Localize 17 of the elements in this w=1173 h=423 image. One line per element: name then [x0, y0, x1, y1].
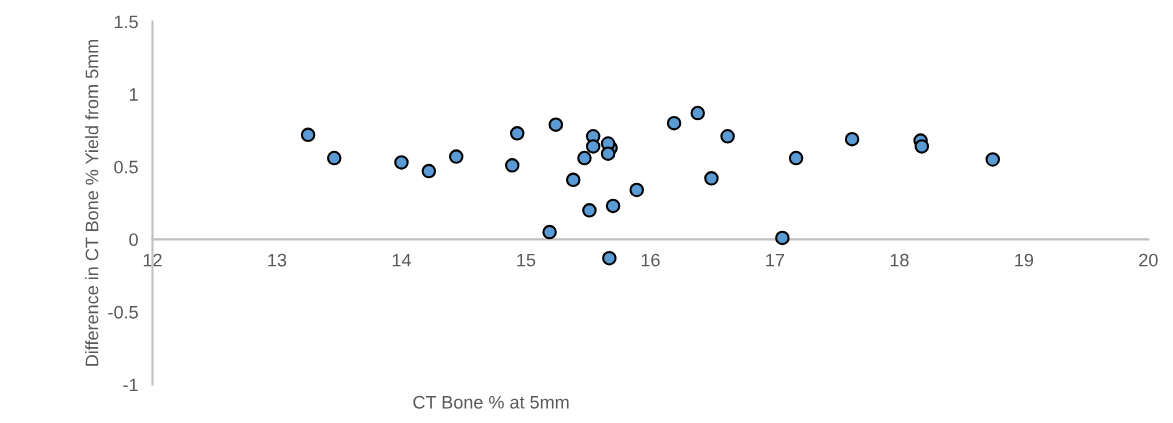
- x-tick-label: 18: [890, 253, 909, 267]
- x-tick-label: 16: [641, 253, 660, 267]
- x-tick-label: 19: [1015, 253, 1034, 267]
- y-tick-label: -0.5: [108, 305, 138, 319]
- y-tick-label: 1.5: [114, 15, 138, 29]
- y-axis-title: Difference in CT Bone % Yield from 5mm: [85, 39, 99, 366]
- x-tick-label: 13: [268, 253, 287, 267]
- x-axis-title: CT Bone % at 5mm: [413, 395, 569, 409]
- x-tick-label: 20: [1139, 253, 1158, 267]
- y-tick-label: 0: [129, 233, 138, 247]
- y-tick-label: -1: [123, 378, 138, 392]
- y-tick-label: 0.5: [114, 160, 138, 174]
- x-tick-label: 15: [517, 253, 536, 267]
- y-tick-label: 1: [129, 88, 138, 101]
- x-tick-label: 14: [392, 253, 411, 267]
- x-tick-label: 17: [766, 253, 785, 267]
- x-tick-label: 12: [143, 253, 162, 267]
